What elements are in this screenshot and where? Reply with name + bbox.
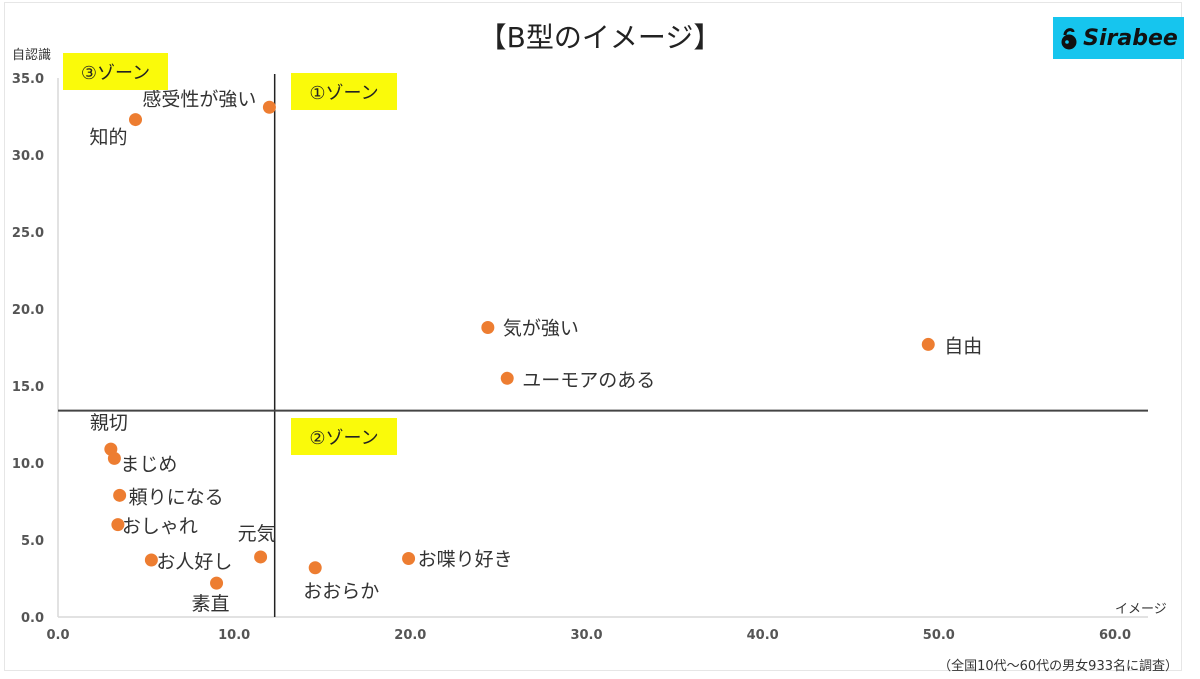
x-tick-label: 60.0 xyxy=(1099,628,1131,643)
data-point-label: 気が強い xyxy=(503,317,579,339)
y-tick-label: 10.0 xyxy=(12,457,44,472)
chart-title: 【B型のイメージ】 xyxy=(478,21,722,54)
brand-name: Sirabee xyxy=(1083,25,1178,51)
data-point xyxy=(500,371,514,385)
data-point-label: 自由 xyxy=(944,335,982,357)
data-point xyxy=(262,100,276,114)
data-point-label: 知的 xyxy=(90,127,128,149)
data-point-label: お人好し xyxy=(156,551,232,573)
zone-3-label: ③ゾーン xyxy=(63,53,168,90)
data-point xyxy=(402,551,416,565)
x-tick-label: 0.0 xyxy=(46,628,69,643)
data-point-label: お喋り好き xyxy=(418,548,513,570)
y-tick-label: 5.0 xyxy=(21,534,44,549)
zone-1-label: ①ゾーン xyxy=(291,73,397,110)
data-point xyxy=(107,451,121,465)
x-tick-label: 50.0 xyxy=(923,628,955,643)
x-tick-label: 30.0 xyxy=(570,628,602,643)
data-point-label: まじめ xyxy=(120,453,177,475)
y-axis-title: 自認識 xyxy=(12,48,52,63)
data-point xyxy=(921,337,935,351)
data-point-label: おおらか xyxy=(303,581,379,603)
y-tick-label: 30.0 xyxy=(12,149,44,164)
data-point-label: 頼りになる xyxy=(129,486,224,508)
data-point xyxy=(144,553,158,567)
x-axis-title: イメージ xyxy=(1115,602,1167,617)
data-point xyxy=(481,320,495,334)
data-point-label: おしゃれ xyxy=(122,516,198,538)
data-point xyxy=(113,488,127,502)
sirabee-mark-icon xyxy=(1061,28,1077,50)
sirabee-logo: Sirabee xyxy=(1053,17,1184,59)
data-point-label: 元気 xyxy=(238,523,276,545)
x-tick-label: 40.0 xyxy=(747,628,779,643)
y-tick-label: 15.0 xyxy=(12,380,44,395)
y-tick-label: 35.0 xyxy=(12,72,44,87)
chart-frame xyxy=(4,2,1182,671)
data-point xyxy=(308,561,322,575)
data-point xyxy=(111,518,125,532)
x-tick-label: 20.0 xyxy=(394,628,426,643)
data-point-label: 親切 xyxy=(90,412,128,434)
data-point-label: ユーモアのある xyxy=(522,369,655,391)
data-point xyxy=(129,113,143,127)
data-point xyxy=(210,576,224,590)
y-tick-label: 25.0 xyxy=(12,226,44,241)
x-tick-label: 10.0 xyxy=(218,628,250,643)
data-point xyxy=(254,550,268,564)
data-point-label: 素直 xyxy=(192,593,230,615)
y-tick-label: 0.0 xyxy=(21,611,44,626)
data-point-label: 感受性が強い xyxy=(142,88,256,110)
y-tick-label: 20.0 xyxy=(12,303,44,318)
survey-footnote: （全国10代～60代の男女933名に調査） xyxy=(938,659,1178,674)
zone-2-label: ②ゾーン xyxy=(291,418,397,455)
